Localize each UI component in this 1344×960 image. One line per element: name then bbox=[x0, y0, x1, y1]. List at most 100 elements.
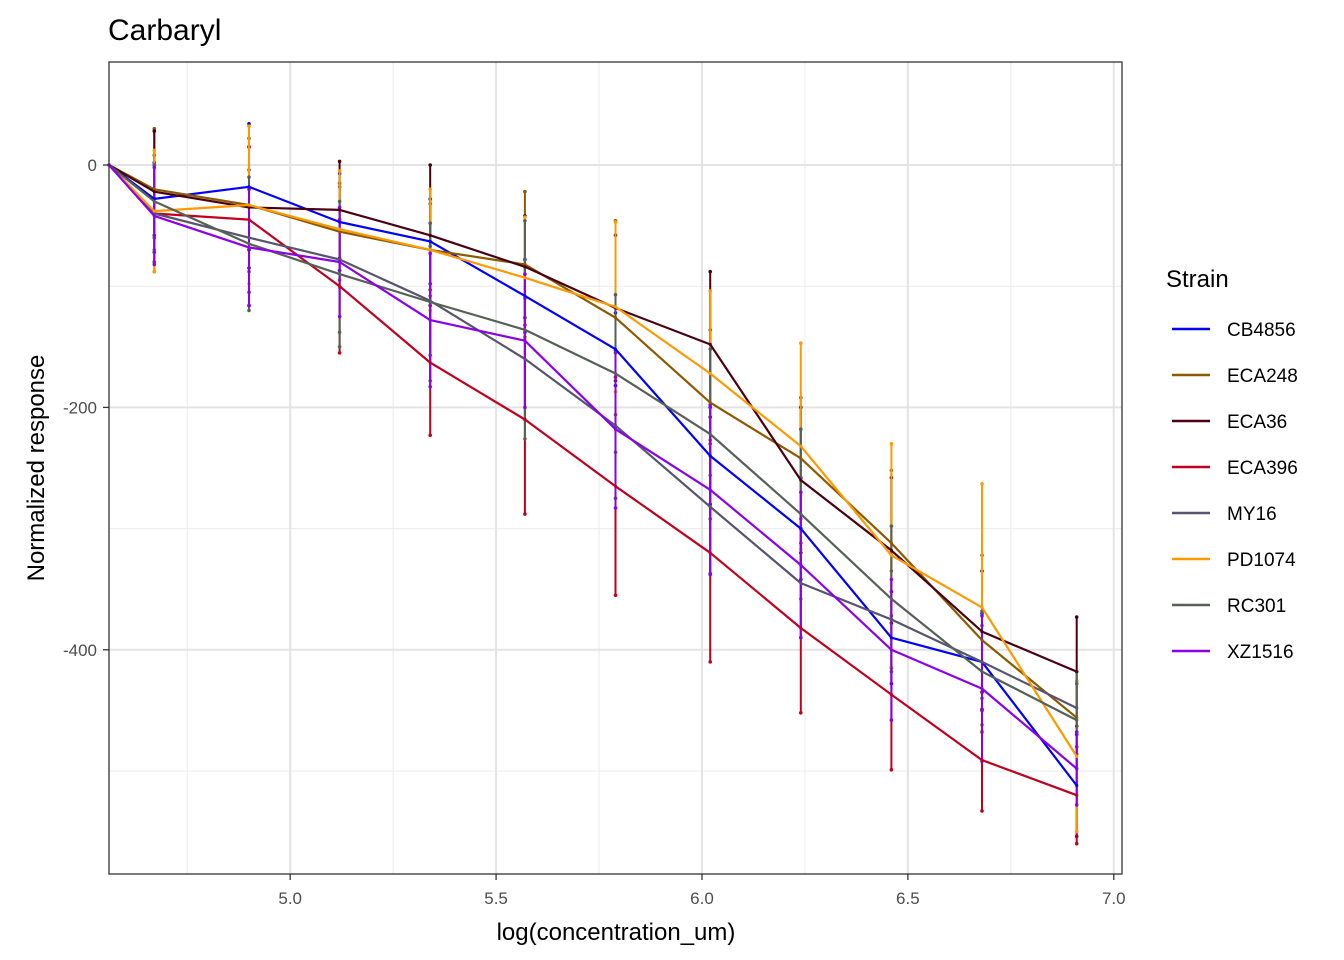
data-point bbox=[889, 553, 893, 557]
data-point bbox=[523, 328, 527, 332]
data-point bbox=[428, 318, 432, 322]
error-bar-cap bbox=[799, 490, 803, 495]
data-point bbox=[708, 488, 712, 492]
error-bar-cap bbox=[613, 506, 618, 510]
error-bar-cap bbox=[523, 512, 527, 516]
y-tick-label: -200 bbox=[63, 398, 97, 417]
error-bar-cap bbox=[247, 303, 251, 308]
error-bar-cap bbox=[337, 159, 342, 164]
data-point bbox=[1075, 706, 1079, 710]
data-point bbox=[428, 248, 432, 252]
error-bar-cap bbox=[980, 481, 984, 486]
error-bar-cap bbox=[980, 809, 984, 813]
data-point bbox=[613, 484, 618, 488]
error-bar-cap bbox=[337, 199, 342, 204]
error-bar-cap bbox=[337, 351, 342, 355]
data-point bbox=[613, 316, 618, 320]
y-tick-label: -400 bbox=[63, 641, 97, 660]
y-axis-label: Normalized response bbox=[23, 355, 50, 582]
error-bar-cap bbox=[247, 124, 251, 129]
error-bar-cap bbox=[337, 205, 342, 210]
data-point bbox=[523, 357, 527, 361]
data-point bbox=[428, 360, 432, 365]
y-axis-ticks: 0 -200 -400 bbox=[63, 156, 109, 660]
chart-title: Carbaryl bbox=[108, 14, 221, 47]
error-bar-cap bbox=[428, 251, 432, 256]
data-point bbox=[889, 541, 893, 545]
x-tick-label: 6.0 bbox=[690, 889, 714, 908]
error-bar-cap bbox=[799, 711, 803, 715]
data-point bbox=[523, 417, 527, 422]
data-point bbox=[247, 236, 251, 240]
data-point bbox=[1075, 754, 1079, 759]
data-point bbox=[980, 630, 984, 634]
legend-label-my16: MY16 bbox=[1227, 504, 1277, 525]
x-axis-ticks: 5.0 5.5 6.0 6.5 7.0 bbox=[278, 874, 1126, 908]
plot-panel-border bbox=[108, 61, 1123, 875]
error-bar-cap bbox=[247, 308, 251, 313]
data-point bbox=[428, 233, 432, 237]
data-point bbox=[523, 262, 527, 266]
error-bar-cap bbox=[337, 169, 342, 173]
error-bar-cap bbox=[889, 524, 894, 528]
error-bar-cap bbox=[980, 614, 984, 618]
error-bar-cap bbox=[523, 272, 527, 276]
data-point bbox=[889, 617, 893, 622]
legend-label-eca36: ECA36 bbox=[1227, 412, 1287, 433]
error-bar-cap bbox=[1074, 829, 1079, 834]
error-bar-cap bbox=[1074, 730, 1079, 735]
error-bar-cap bbox=[708, 572, 713, 577]
data-point bbox=[338, 208, 342, 212]
data-point bbox=[708, 342, 712, 346]
data-point bbox=[799, 581, 803, 585]
error-bar-cap bbox=[1074, 615, 1079, 619]
error-bar-cap bbox=[428, 221, 432, 225]
data-point bbox=[613, 347, 618, 351]
error-bar-cap bbox=[613, 593, 618, 598]
legend: Strain CB4856 ECA248 ECA36 ECA396 MY16 PD1074… bbox=[1166, 266, 1298, 663]
error-bar-cap bbox=[708, 289, 713, 293]
error-bar-cap bbox=[889, 441, 894, 446]
data-point bbox=[1075, 670, 1079, 674]
error-bar-cap bbox=[337, 345, 342, 349]
data-point bbox=[708, 551, 712, 555]
data-point bbox=[1075, 793, 1079, 797]
data-point bbox=[338, 257, 342, 262]
legend-title: Strain bbox=[1166, 266, 1229, 293]
data-point bbox=[428, 300, 432, 304]
error-bar-cap bbox=[247, 187, 251, 192]
legend-label-cb4856: CB4856 bbox=[1227, 320, 1296, 341]
error-bar-cap bbox=[708, 660, 713, 664]
error-bar-cap bbox=[152, 269, 157, 274]
error-bar-cap bbox=[708, 347, 713, 352]
error-bar-cap bbox=[523, 437, 527, 441]
error-bar-cap bbox=[889, 767, 894, 772]
y-tick-label: 0 bbox=[88, 156, 97, 175]
series-lines bbox=[107, 163, 1079, 797]
data-point bbox=[799, 444, 803, 448]
data-point bbox=[428, 239, 432, 243]
error-bar-cap bbox=[337, 314, 342, 319]
data-point bbox=[799, 512, 803, 516]
legend-label-xz1516: XZ1516 bbox=[1227, 642, 1294, 663]
data-point bbox=[613, 305, 618, 309]
data-point bbox=[613, 427, 618, 431]
x-axis-label: log(concentration_um) bbox=[497, 919, 736, 946]
data-point bbox=[799, 456, 803, 460]
data-point bbox=[247, 203, 251, 207]
error-bar-cap bbox=[889, 577, 894, 582]
data-point bbox=[708, 371, 712, 376]
error-bar-cap bbox=[1074, 803, 1079, 807]
x-tick-label: 5.0 bbox=[278, 889, 302, 908]
x-tick-label: 7.0 bbox=[1102, 889, 1126, 908]
data-point bbox=[799, 626, 803, 630]
data-point bbox=[338, 230, 342, 234]
series-line-xz1516 bbox=[108, 164, 1078, 770]
data-point bbox=[523, 339, 527, 343]
error-bar-cap bbox=[152, 148, 157, 153]
data-point bbox=[247, 217, 251, 222]
error-bar-cap bbox=[708, 269, 713, 274]
x-tick-label: 5.5 bbox=[484, 889, 508, 908]
data-point bbox=[799, 526, 803, 531]
error-bar-cap bbox=[523, 405, 527, 410]
